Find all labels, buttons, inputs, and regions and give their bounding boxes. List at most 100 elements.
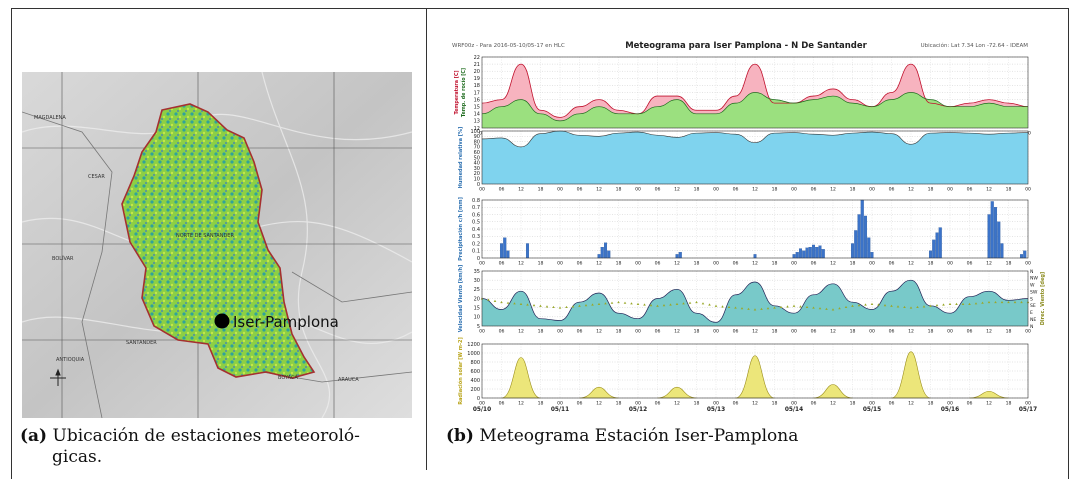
wind-xtick: 12 bbox=[830, 329, 836, 335]
wind-dir-marker bbox=[630, 302, 633, 305]
precipitation-xtick: 00 bbox=[947, 261, 953, 267]
temperature-ytick: 17 bbox=[474, 90, 480, 96]
wind-dir-marker bbox=[682, 302, 685, 305]
precip-bar bbox=[1000, 243, 1004, 259]
precipitation-xtick: 12 bbox=[830, 261, 836, 267]
precip-bar bbox=[798, 248, 803, 259]
precipitation-ytick: 0.1 bbox=[472, 249, 480, 255]
north-arrow-icon bbox=[50, 368, 66, 386]
precip-bar bbox=[753, 254, 757, 259]
wind-dir-marker bbox=[747, 307, 750, 310]
wind-dir-marker bbox=[799, 305, 802, 308]
wind-xtick: 12 bbox=[908, 329, 914, 335]
region-label-magdalena: MAGDALENA bbox=[34, 115, 66, 121]
wind-dir-marker bbox=[526, 303, 529, 306]
wind-dir-marker bbox=[955, 302, 958, 305]
radiation-ytick: 400 bbox=[470, 378, 480, 384]
wind-dir-marker bbox=[506, 301, 510, 304]
wind-dir-marker bbox=[721, 305, 724, 308]
station-map: Iser-Pamplona MAGDALENA CESAR BOLÍVAR NO… bbox=[22, 72, 412, 418]
humidity-ytick: 100 bbox=[470, 129, 480, 135]
wind-dir-marker bbox=[818, 307, 822, 310]
humidity-ytick: 50 bbox=[474, 155, 480, 161]
radiation-xtick: 06 bbox=[967, 401, 973, 407]
wind-dir-marker bbox=[857, 304, 861, 307]
temperature-ytick: 20 bbox=[474, 69, 480, 75]
wind-xtick: 12 bbox=[518, 329, 524, 335]
wind-dir-marker bbox=[916, 305, 919, 309]
wind-dir-marker bbox=[532, 304, 536, 307]
wind-xtick: 12 bbox=[986, 329, 992, 335]
precipitation-xtick: 18 bbox=[538, 261, 544, 267]
humidity-ytick: 20 bbox=[474, 171, 480, 177]
humidity-xtick: 18 bbox=[850, 187, 856, 193]
wind-dir-marker bbox=[922, 305, 926, 308]
wind-dir-marker bbox=[714, 304, 718, 307]
precipitation-xtick: 18 bbox=[928, 261, 934, 267]
caption-a-line2: gicas. bbox=[52, 447, 102, 468]
wind-xtick: 00 bbox=[869, 329, 875, 335]
wind-dir-marker bbox=[877, 303, 880, 306]
wind-xtick: 00 bbox=[791, 329, 797, 335]
wind-xtick: 06 bbox=[811, 329, 817, 335]
wind-dir-marker bbox=[643, 303, 646, 306]
wind-dir-marker bbox=[519, 302, 523, 305]
precipitation-ylabel: Precipitación c/h [mm] bbox=[457, 197, 464, 261]
dewpoint-ylabel: Temp. de rocío [C] bbox=[460, 68, 467, 117]
humidity-line bbox=[481, 130, 1029, 148]
wind-dir-marker bbox=[708, 303, 711, 306]
wind-dir-marker bbox=[565, 305, 568, 309]
wind-dir-marker bbox=[786, 305, 789, 308]
radiation-xtick: 00 bbox=[713, 401, 719, 407]
humidity-xtick: 18 bbox=[616, 187, 622, 193]
radiation-xtick: 18 bbox=[928, 401, 934, 407]
station-marker bbox=[214, 313, 230, 329]
caption-a-text-2: gicas. bbox=[52, 447, 103, 467]
wind-dir-marker bbox=[948, 302, 952, 305]
radiation-xtick: 06 bbox=[499, 401, 505, 407]
radiation-area bbox=[501, 357, 541, 399]
precip-bar bbox=[792, 254, 796, 259]
caption-b-text: Meteograma Estación Iser-Pamplona bbox=[479, 426, 799, 446]
precipitation-xtick: 00 bbox=[479, 261, 485, 267]
radiation-xtick: 18 bbox=[694, 401, 700, 407]
humidity-ytick: 0 bbox=[477, 182, 480, 188]
wind-dir-marker bbox=[779, 305, 783, 309]
dewpoint-area bbox=[482, 92, 1028, 128]
wind-dir-marker bbox=[974, 302, 978, 305]
wind-dir-marker bbox=[1007, 300, 1010, 304]
precip-bar bbox=[993, 207, 998, 259]
wind-dir-marker bbox=[1020, 300, 1023, 304]
region-label-santander: SANTANDER bbox=[126, 340, 157, 346]
humidity-xtick: 18 bbox=[694, 187, 700, 193]
radiation-ytick: 1200 bbox=[467, 342, 480, 348]
humidity-xtick: 12 bbox=[908, 187, 914, 193]
radiation-xtick: 18 bbox=[616, 401, 622, 407]
precipitation-xtick: 18 bbox=[772, 261, 778, 267]
precipitation-xtick: 12 bbox=[752, 261, 758, 267]
humidity-xtick: 12 bbox=[518, 187, 524, 193]
precip-bar bbox=[928, 250, 933, 259]
precipitation-xtick: 06 bbox=[499, 261, 505, 267]
wind-dir-marker bbox=[513, 302, 516, 305]
precipitation-xtick: 12 bbox=[596, 261, 602, 267]
wind-ytick: 5 bbox=[477, 324, 480, 330]
precip-bar bbox=[805, 247, 809, 259]
radiation-area bbox=[735, 355, 775, 399]
wind-ytick: 35 bbox=[474, 269, 480, 275]
radiation-xtick: 06 bbox=[811, 401, 817, 407]
wind-xtick: 18 bbox=[850, 329, 856, 335]
radiation-xtick: 12 bbox=[986, 401, 992, 407]
radiation-xtick: 12 bbox=[830, 401, 836, 407]
precip-bar bbox=[1019, 254, 1024, 259]
wind-dir-marker bbox=[831, 308, 835, 311]
precipitation-ytick: 0.2 bbox=[472, 241, 480, 247]
date-label: 05/15 bbox=[863, 407, 881, 413]
humidity-xtick: 06 bbox=[577, 187, 583, 193]
date-label: 05/12 bbox=[629, 407, 647, 413]
humidity-xtick: 18 bbox=[1006, 187, 1012, 193]
humidity-xtick: 12 bbox=[830, 187, 836, 193]
precip-bar bbox=[525, 243, 530, 259]
radiation-xtick: 00 bbox=[479, 401, 485, 407]
wind-dir-marker bbox=[929, 304, 932, 307]
